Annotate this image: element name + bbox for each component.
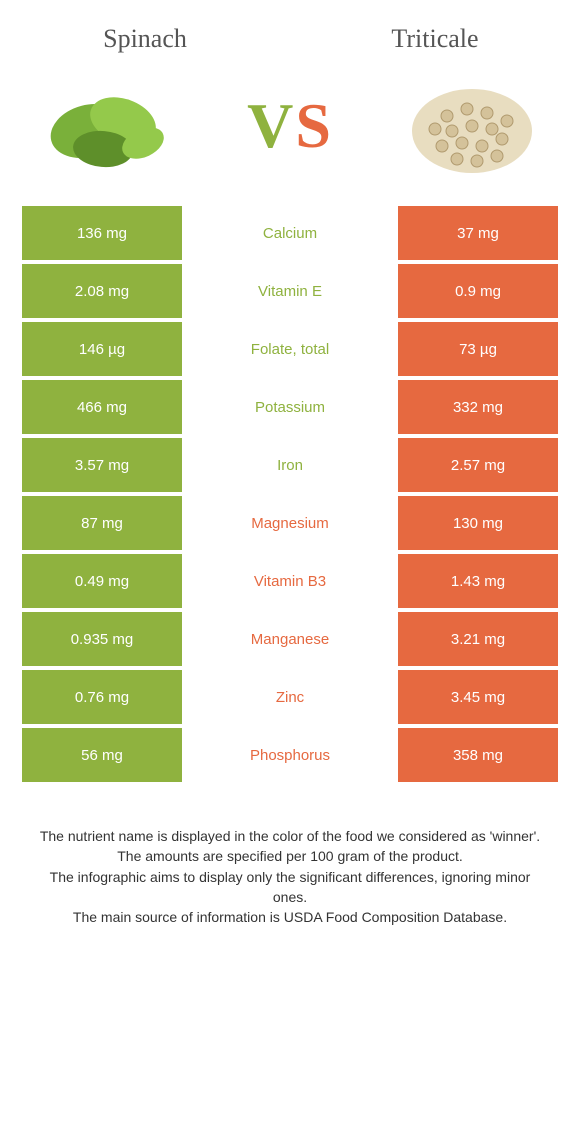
food-right-title: Triticale [290, 24, 580, 54]
right-value: 0.9 mg [398, 264, 558, 318]
table-row: 146 µgFolate, total73 µg [22, 322, 558, 376]
right-value: 37 mg [398, 206, 558, 260]
left-value: 87 mg [22, 496, 182, 550]
nutrient-label: Magnesium [182, 496, 398, 550]
left-value: 3.57 mg [22, 438, 182, 492]
right-value: 358 mg [398, 728, 558, 782]
nutrient-label: Calcium [182, 206, 398, 260]
nutrient-label: Zinc [182, 670, 398, 724]
nutrient-label: Vitamin E [182, 264, 398, 318]
right-value: 2.57 mg [398, 438, 558, 492]
nutrient-table: 136 mgCalcium37 mg2.08 mgVitamin E0.9 mg… [0, 206, 580, 782]
food-left-title: Spinach [0, 24, 290, 54]
footer-line: The main source of information is USDA F… [32, 907, 548, 927]
left-value: 146 µg [22, 322, 182, 376]
left-value: 0.49 mg [22, 554, 182, 608]
table-row: 0.49 mgVitamin B31.43 mg [22, 554, 558, 608]
left-value: 56 mg [22, 728, 182, 782]
right-value: 3.21 mg [398, 612, 558, 666]
triticale-image [392, 66, 552, 186]
table-row: 3.57 mgIron2.57 mg [22, 438, 558, 492]
left-value: 0.935 mg [22, 612, 182, 666]
spinach-image [28, 66, 188, 186]
right-value: 3.45 mg [398, 670, 558, 724]
left-value: 2.08 mg [22, 264, 182, 318]
table-row: 2.08 mgVitamin E0.9 mg [22, 264, 558, 318]
header: Spinach Triticale [0, 0, 580, 66]
table-row: 0.935 mgManganese3.21 mg [22, 612, 558, 666]
footer-line: The amounts are specified per 100 gram o… [32, 846, 548, 866]
right-value: 73 µg [398, 322, 558, 376]
footer-notes: The nutrient name is displayed in the co… [0, 786, 580, 927]
left-value: 466 mg [22, 380, 182, 434]
nutrient-label: Folate, total [182, 322, 398, 376]
table-row: 136 mgCalcium37 mg [22, 206, 558, 260]
vs-label: VS [247, 89, 333, 163]
nutrient-label: Iron [182, 438, 398, 492]
right-value: 130 mg [398, 496, 558, 550]
footer-line: The nutrient name is displayed in the co… [32, 826, 548, 846]
left-value: 136 mg [22, 206, 182, 260]
footer-line: The infographic aims to display only the… [32, 867, 548, 908]
table-row: 56 mgPhosphorus358 mg [22, 728, 558, 782]
nutrient-label: Vitamin B3 [182, 554, 398, 608]
table-row: 87 mgMagnesium130 mg [22, 496, 558, 550]
left-value: 0.76 mg [22, 670, 182, 724]
table-row: 0.76 mgZinc3.45 mg [22, 670, 558, 724]
vs-s-letter: S [295, 90, 333, 161]
vs-v-letter: V [247, 90, 295, 161]
table-row: 466 mgPotassium332 mg [22, 380, 558, 434]
nutrient-label: Potassium [182, 380, 398, 434]
nutrient-label: Manganese [182, 612, 398, 666]
images-row: VS [0, 66, 580, 206]
right-value: 1.43 mg [398, 554, 558, 608]
nutrient-label: Phosphorus [182, 728, 398, 782]
right-value: 332 mg [398, 380, 558, 434]
